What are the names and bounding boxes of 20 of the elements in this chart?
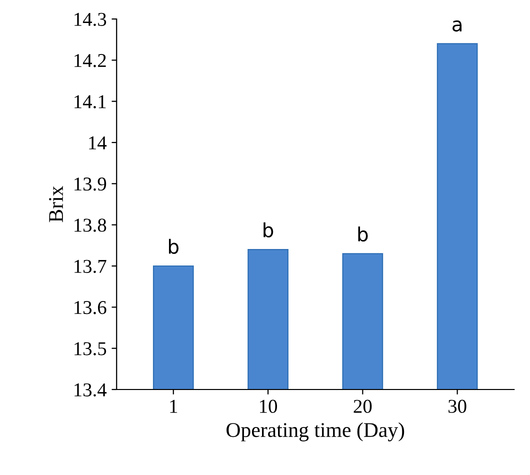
annotation: a [452, 20, 462, 32]
y-tick-label: 13.5 [74, 342, 106, 356]
y-tick-label: 13.8 [74, 218, 106, 232]
y-tick-label: 14.2 [74, 54, 106, 68]
y-tick-label: 14.3 [74, 12, 106, 26]
x-tick-label: 10 [260, 400, 278, 413]
y-tick-label: 13.7 [74, 260, 106, 274]
y-axis-title: Brix [49, 186, 63, 222]
x-tick-label: 20 [354, 400, 372, 413]
y-tick-label: 13.9 [74, 178, 106, 191]
y-tick-label: 13.4 [74, 383, 107, 397]
annotation: b [264, 222, 274, 238]
x-tick-label: 30 [448, 400, 466, 413]
annotation: b [168, 238, 178, 254]
x-axis-title: Operating time (Day) [226, 422, 404, 442]
x-tick-label: 1 [170, 400, 178, 413]
y-tick-label: 14.1 [74, 95, 106, 108]
y-tick-label: 13.6 [74, 301, 106, 314]
annotation: b [358, 226, 368, 242]
y-tick-label: 14 [89, 136, 107, 150]
